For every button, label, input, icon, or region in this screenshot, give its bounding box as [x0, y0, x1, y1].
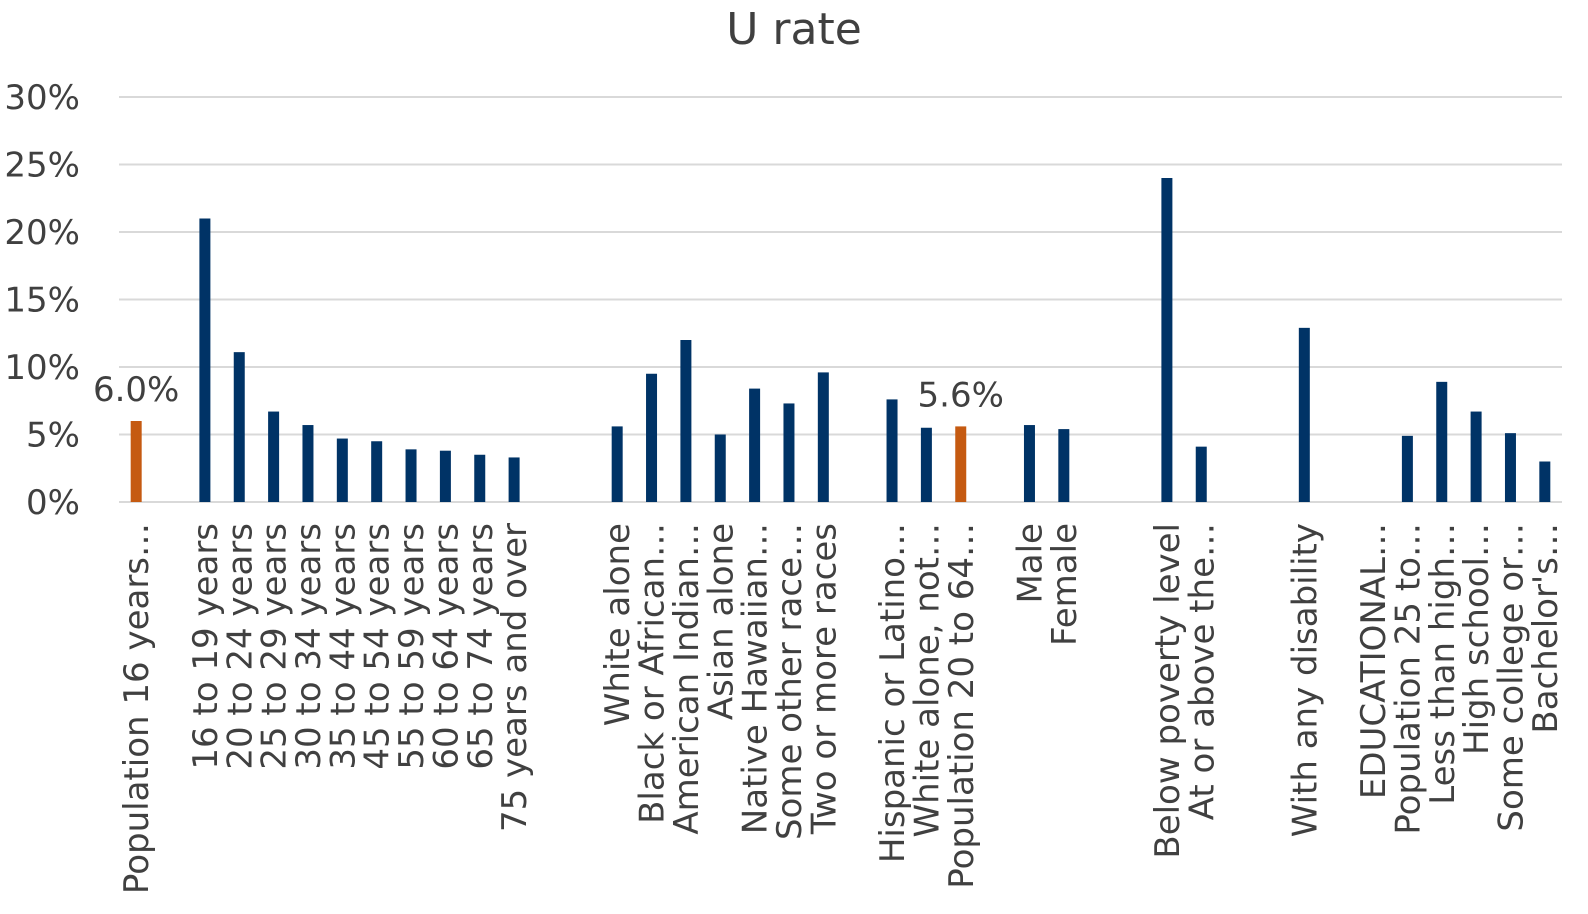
x-tick-label: Black or African… — [633, 523, 673, 824]
bar — [714, 434, 726, 502]
bar — [1436, 381, 1448, 502]
y-tick-label: 20% — [4, 213, 80, 253]
y-tick-label: 0% — [26, 483, 80, 523]
x-tick-label: At or above the… — [1182, 523, 1222, 820]
x-tick-label: 55 to 59 years — [392, 523, 432, 770]
bar — [302, 425, 314, 502]
bar — [680, 340, 692, 502]
gridlines — [119, 96, 1562, 503]
y-tick-label: 30% — [4, 78, 80, 118]
x-tick-label: Population 20 to 64… — [942, 523, 982, 889]
x-tick-label: 65 to 74 years — [461, 523, 501, 770]
bar — [371, 441, 383, 502]
bar — [611, 426, 623, 502]
bar — [920, 427, 932, 502]
bar — [474, 454, 486, 502]
x-tick-label: 20 to 24 years — [220, 523, 260, 770]
bar — [955, 426, 967, 502]
bar — [783, 403, 795, 502]
bar — [405, 449, 417, 502]
x-tick-label: High school… — [1457, 523, 1497, 755]
x-tick-label: Population 25 to… — [1388, 523, 1428, 835]
x-tick-label: Female — [1045, 523, 1085, 646]
x-tick-label: Bachelor's… — [1526, 523, 1566, 734]
x-tick-label: Male — [1010, 523, 1050, 604]
bar — [1161, 178, 1173, 502]
x-tick-label: Some college or… — [1491, 523, 1531, 832]
bar — [268, 411, 280, 502]
x-tick-label: EDUCATIONAL… — [1354, 523, 1394, 799]
bar — [199, 218, 211, 502]
bar — [886, 399, 898, 502]
x-tick-label: American Indian… — [667, 523, 707, 835]
x-tick-label: White alone, not… — [907, 523, 947, 838]
bar — [1470, 411, 1482, 502]
bar — [817, 372, 829, 502]
bars — [130, 178, 1551, 502]
y-tick-label: 10% — [4, 348, 80, 388]
x-tick-label: Below poverty level — [1148, 523, 1188, 859]
x-tick-label: 45 to 54 years — [358, 523, 398, 770]
x-tick-label: Asian alone — [701, 523, 741, 720]
bar — [439, 450, 451, 502]
x-tick-label: Two or more races — [804, 523, 844, 835]
bar — [1195, 446, 1207, 502]
chart-title: U rate — [726, 4, 862, 55]
data-label: 5.6% — [918, 375, 1004, 415]
bar — [1023, 425, 1035, 502]
bar — [749, 388, 761, 502]
data-labels: 6.0% 5.6% — [93, 370, 1004, 415]
bar — [130, 421, 142, 502]
bar — [1058, 429, 1070, 502]
x-tick-label: Population 16 years… — [117, 523, 157, 894]
x-tick-label: 25 to 29 years — [255, 523, 295, 770]
x-tick-label: 35 to 44 years — [323, 523, 363, 770]
x-tick-label: Some other race… — [770, 523, 810, 840]
x-tick-label: 30 to 34 years — [289, 523, 329, 770]
y-tick-label: 15% — [4, 281, 80, 321]
x-tick-label: White alone — [598, 523, 638, 726]
bar — [1401, 435, 1413, 502]
bar — [336, 438, 348, 502]
bar — [1539, 461, 1551, 502]
x-tick-label: 60 to 64 years — [426, 523, 466, 770]
x-tick-label: Less than high… — [1423, 523, 1463, 805]
bar — [508, 457, 520, 502]
x-tick-label: Hispanic or Latino… — [873, 523, 913, 863]
y-tick-label: 25% — [4, 146, 80, 186]
data-label: 6.0% — [93, 370, 179, 410]
bar — [1504, 433, 1516, 502]
bar — [646, 373, 658, 502]
bar — [1298, 327, 1310, 502]
x-tick-label: 16 to 19 years — [186, 523, 226, 770]
x-tick-label: 75 years and over — [495, 523, 535, 832]
y-axis-ticks: 0% 5% 10% 15% 20% 25% 30% — [4, 78, 80, 523]
x-tick-label: Native Hawaiian… — [736, 523, 776, 834]
y-tick-label: 5% — [26, 416, 80, 456]
x-tick-label: With any disability — [1285, 523, 1325, 837]
bar — [233, 352, 245, 502]
